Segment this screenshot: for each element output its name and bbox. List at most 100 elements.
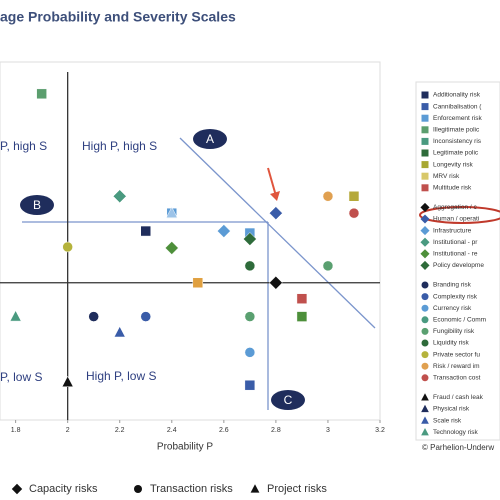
- marker-circle: [140, 311, 152, 322]
- quadrant-label: High P, low S: [86, 369, 156, 383]
- marker-circle: [421, 362, 429, 370]
- legend-label: Transaction cost: [433, 375, 481, 382]
- zone-line: [179, 137, 376, 329]
- marker-square: [421, 91, 429, 99]
- group-legend-label: Transaction risks: [150, 483, 233, 495]
- legend-label: MRV risk: [433, 173, 460, 180]
- legend-label: Branding risk: [433, 282, 472, 289]
- x-tick-label: 2.8: [271, 427, 281, 434]
- legend-label: Fraud / cash leak: [433, 394, 484, 401]
- zone-badge: [193, 129, 227, 149]
- x-tick-label: 3.2: [375, 427, 385, 434]
- x-axis-title: Probability P: [157, 442, 213, 453]
- marker-square: [421, 126, 429, 134]
- marker-diamond: [269, 206, 283, 221]
- marker-diamond: [269, 275, 283, 290]
- zone-label: B: [33, 198, 41, 212]
- marker-circle: [322, 260, 334, 272]
- legend-label: Illegitimate polic: [433, 127, 480, 134]
- marker-triangle: [61, 375, 74, 387]
- marker-circle: [62, 241, 73, 253]
- x-tick-label: 2.2: [115, 427, 125, 434]
- marker-circle: [421, 339, 429, 347]
- marker-square: [36, 88, 47, 100]
- marker-diamond: [112, 189, 127, 204]
- marker-circle: [421, 327, 429, 335]
- group-legend-label: Capacity risks: [29, 483, 98, 495]
- marker-square: [348, 191, 360, 202]
- legend-label: Infrastructure: [433, 227, 472, 234]
- plot-frame: [0, 61, 381, 421]
- legend-label: Scale risk: [433, 417, 462, 424]
- legend-label: Physical risk: [433, 406, 470, 413]
- marker-triangle: [421, 428, 429, 436]
- marker-diamond: [420, 214, 430, 224]
- legend-label: Liquidity risk: [433, 340, 470, 347]
- legend-label: Multitude risk: [433, 185, 472, 192]
- quadrant-label: High P, high S: [82, 139, 157, 153]
- marker-square: [421, 172, 429, 180]
- legend-label: Aggregation / c: [433, 204, 477, 211]
- x-tick-label: 3: [326, 427, 330, 434]
- marker-square: [421, 137, 429, 145]
- marker-diamond: [420, 237, 430, 247]
- marker-triangle: [165, 206, 178, 218]
- group-legend-label: Project risks: [267, 483, 327, 495]
- legend-label: Inconsistency ris: [433, 138, 482, 145]
- legend-label: Legitimate polic: [433, 150, 479, 157]
- x-tick-label: 2.4: [167, 427, 177, 434]
- marker-circle: [322, 191, 334, 202]
- marker-circle: [421, 293, 429, 301]
- marker-diamond: [420, 202, 430, 212]
- x-tick-label: 2.6: [219, 427, 229, 434]
- marker-square: [296, 311, 308, 322]
- legend-label: Enforcement risk: [433, 115, 483, 122]
- legend-label: Institutional - pr: [433, 239, 478, 246]
- quadrant-label: P, low S: [0, 370, 42, 384]
- legend-label: Fungibility risk: [433, 328, 475, 335]
- legend-label: Institutional - re: [433, 251, 478, 258]
- legend-label: Longevity risk: [433, 161, 473, 168]
- marker-circle: [421, 281, 429, 289]
- marker-diamond: [420, 260, 430, 270]
- marker-triangle: [421, 404, 429, 413]
- marker-diamond: [243, 232, 257, 246]
- zone-label: A: [206, 132, 214, 146]
- zone-badge: [271, 390, 305, 410]
- marker-diamond: [420, 249, 430, 259]
- marker-circle: [348, 207, 360, 219]
- marker-square: [421, 161, 429, 169]
- quadrant-label: P, high S: [0, 139, 47, 153]
- source: © Parhelion-Underw: [422, 443, 494, 452]
- zone-badge: [20, 195, 54, 215]
- arrow: [267, 167, 277, 197]
- x-tick-label: 1.8: [11, 427, 21, 434]
- highlight: [419, 206, 500, 224]
- zone-label: C: [284, 393, 293, 407]
- legend-label: Cannibalisation (: [433, 103, 482, 110]
- marker-circle: [421, 374, 429, 382]
- marker-square: [421, 114, 429, 122]
- marker-triangle: [113, 325, 126, 338]
- marker-diamond: [11, 483, 23, 495]
- marker-circle: [421, 304, 429, 312]
- arrow-head: [270, 191, 280, 201]
- marker-square: [244, 379, 256, 391]
- legend-label: Additionality risk: [433, 92, 481, 99]
- marker-circle: [244, 260, 256, 272]
- legend-label: Economic / Comm: [433, 317, 486, 324]
- marker-diamond: [420, 226, 430, 236]
- marker-diamond: [216, 224, 231, 238]
- legend-label: Human / operati: [433, 216, 479, 223]
- marker-square: [421, 149, 429, 157]
- marker-triangle: [250, 484, 260, 493]
- marker-square: [421, 184, 429, 192]
- x-tick-label: 2: [66, 427, 70, 434]
- marker-triangle: [421, 393, 429, 401]
- legend-label: Private sector fu: [433, 351, 480, 358]
- marker-circle: [244, 347, 256, 358]
- chart-title: age Probability and Severity Scales: [0, 9, 236, 25]
